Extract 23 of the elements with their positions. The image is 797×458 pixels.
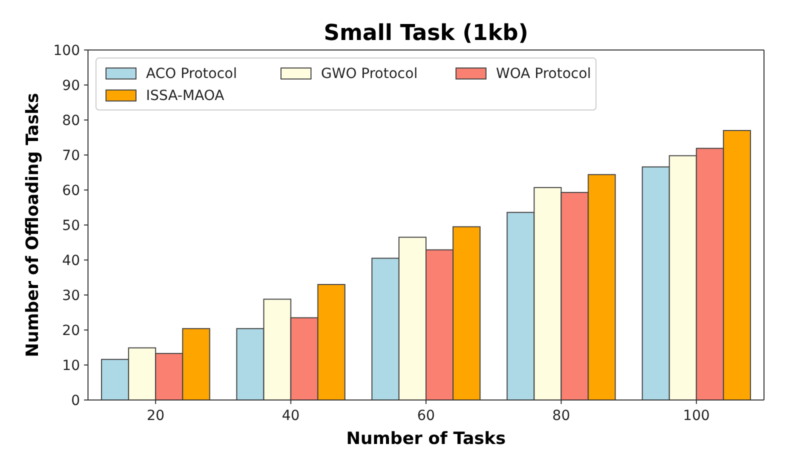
x-tick-label: 60 (417, 408, 435, 424)
x-tick-label: 100 (683, 408, 710, 424)
x-tick-label: 80 (552, 408, 570, 424)
y-tick-label: 20 (62, 322, 80, 339)
legend-label: WOA Protocol (496, 66, 592, 82)
y-tick-label: 100 (53, 42, 80, 59)
legend-label: ISSA-MAOA (146, 88, 225, 104)
x-tick-label: 20 (146, 408, 165, 424)
y-tick-label: 80 (62, 112, 80, 129)
y-tick-label: 40 (62, 252, 80, 269)
y-tick-label: 70 (62, 148, 80, 164)
y-tick-label: 0 (71, 392, 80, 409)
legend-label: ACO Protocol (146, 66, 237, 82)
y-tick-label: 90 (62, 78, 80, 94)
y-tick-label: 30 (62, 288, 80, 304)
x-axis-title: Number of Tasks (346, 429, 506, 449)
chart-title: Small Task (1kb) (324, 21, 528, 46)
y-axis-title: Number of Offloading Tasks (23, 92, 43, 358)
y-tick-label: 10 (62, 358, 80, 374)
y-tick-label: 60 (62, 182, 80, 199)
legend-label: GWO Protocol (321, 66, 418, 82)
y-tick-label: 50 (62, 218, 80, 234)
x-tick-label: 40 (282, 408, 300, 424)
